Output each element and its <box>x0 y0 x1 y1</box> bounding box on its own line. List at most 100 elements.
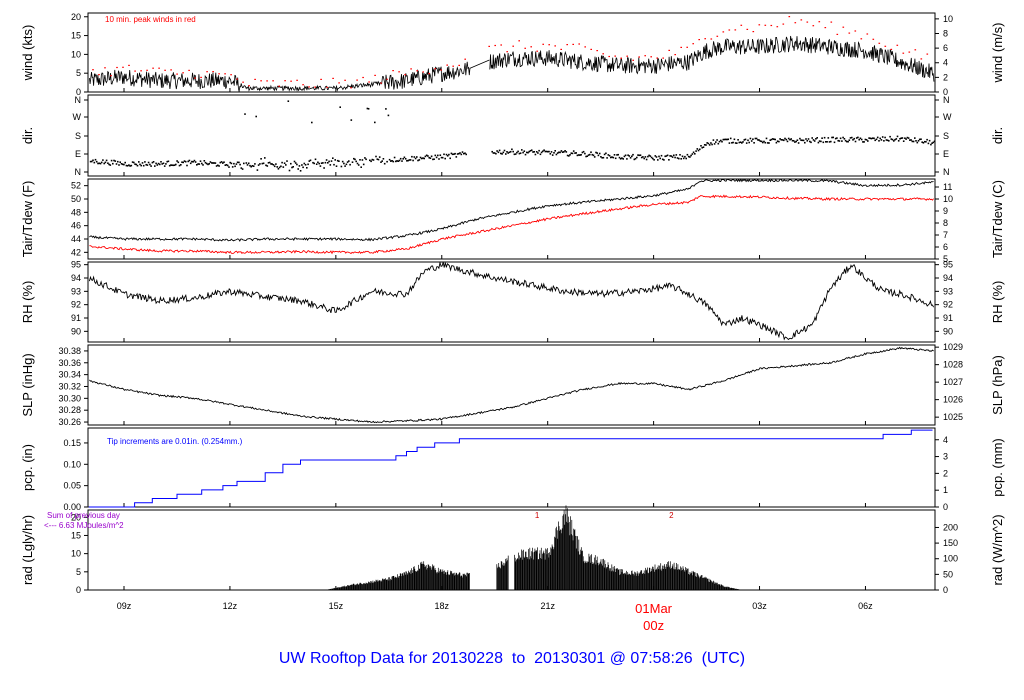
direction-point <box>905 138 907 140</box>
direction-point <box>642 156 644 158</box>
direction-point <box>114 160 117 162</box>
direction-point <box>879 137 881 140</box>
direction-point <box>619 158 622 160</box>
peak-point <box>788 16 791 18</box>
direction-point <box>93 161 96 164</box>
direction-point <box>918 138 921 141</box>
y-tick-label-right: 1 <box>943 485 948 495</box>
direction-point <box>759 140 762 142</box>
direction-point <box>890 138 893 140</box>
direction-point <box>259 163 261 165</box>
y-tick-label-right: 10 <box>943 14 953 24</box>
direction-point <box>886 139 889 142</box>
peak-point <box>536 50 538 52</box>
direction-point <box>167 160 170 163</box>
direction-point <box>526 151 528 154</box>
direction-point <box>314 158 317 161</box>
direction-point <box>673 154 675 157</box>
direction-point <box>308 160 311 162</box>
peak-point <box>566 44 568 46</box>
direction-point <box>182 161 184 164</box>
y-label-left: pcp. (in) <box>20 444 35 491</box>
direction-point <box>265 164 267 167</box>
pcp-note: Tip increments are 0.01in. (0.254mm.) <box>107 437 243 446</box>
peak-point <box>578 43 580 45</box>
direction-point <box>809 140 811 143</box>
peak-point <box>734 29 737 31</box>
peak-point <box>320 78 322 80</box>
direction-point <box>277 168 280 170</box>
direction-point <box>726 138 728 141</box>
direction-point <box>800 139 802 141</box>
direction-point <box>239 163 241 166</box>
direction-point <box>332 157 334 159</box>
x-axis: 01Mar 00z <box>635 601 673 633</box>
direction-point <box>356 162 359 165</box>
direction-point <box>897 140 900 142</box>
direction-point <box>396 160 398 162</box>
peak-point <box>602 53 604 55</box>
direction-point <box>361 159 364 161</box>
peak-point <box>572 43 574 45</box>
y-tick-label-right: 4 <box>943 58 948 68</box>
peak-point <box>692 43 694 45</box>
direction-point <box>733 138 736 141</box>
direction-point <box>580 154 582 156</box>
direction-point <box>110 159 113 162</box>
direction-point <box>409 159 412 161</box>
direction-point <box>532 151 534 153</box>
peak-point <box>254 78 256 80</box>
direction-point <box>381 160 383 162</box>
direction-point <box>758 139 760 141</box>
direction-point <box>869 137 872 140</box>
direction-point <box>884 136 886 139</box>
direction-point <box>455 156 458 158</box>
peak-point <box>374 74 376 76</box>
direction-point <box>661 158 664 161</box>
direction-point <box>923 140 926 143</box>
direction-point <box>307 163 309 166</box>
y-tick-label-right: 150 <box>943 538 958 548</box>
peak-point <box>164 69 166 71</box>
direction-point <box>806 140 809 142</box>
direction-point <box>292 166 294 168</box>
peak-point <box>680 46 682 48</box>
direction-point <box>682 157 685 160</box>
peak-point <box>842 26 845 28</box>
direction-point <box>440 156 443 159</box>
direction-point <box>150 165 152 167</box>
peak-point <box>800 19 803 21</box>
peak-point <box>728 29 731 31</box>
peak-point <box>782 23 785 25</box>
direction-point <box>301 164 303 166</box>
direction-point <box>634 157 637 160</box>
direction-point <box>723 138 726 141</box>
direction-point <box>650 156 653 159</box>
direction-point <box>561 151 564 153</box>
direction-point <box>119 161 121 163</box>
direction-point <box>734 142 737 144</box>
direction-point <box>282 166 285 168</box>
direction-point <box>638 154 640 157</box>
direction-point <box>353 157 355 160</box>
direction-point <box>659 157 661 160</box>
direction-point <box>491 150 493 153</box>
direction-point <box>854 140 857 143</box>
direction-point <box>774 138 776 141</box>
direction-point <box>736 142 738 144</box>
direction-point <box>318 162 320 165</box>
direction-point <box>235 163 238 165</box>
direction-point <box>408 159 411 161</box>
direction-point <box>427 155 429 157</box>
direction-point <box>464 152 466 154</box>
peak-point <box>452 65 454 67</box>
direction-point <box>834 137 837 140</box>
peak-point <box>446 64 448 66</box>
y-tick-label: 10 <box>71 549 81 559</box>
direction-point <box>920 138 922 140</box>
direction-point <box>901 137 904 139</box>
direction-point <box>271 163 273 165</box>
direction-point <box>244 113 246 115</box>
direction-point <box>762 141 764 144</box>
